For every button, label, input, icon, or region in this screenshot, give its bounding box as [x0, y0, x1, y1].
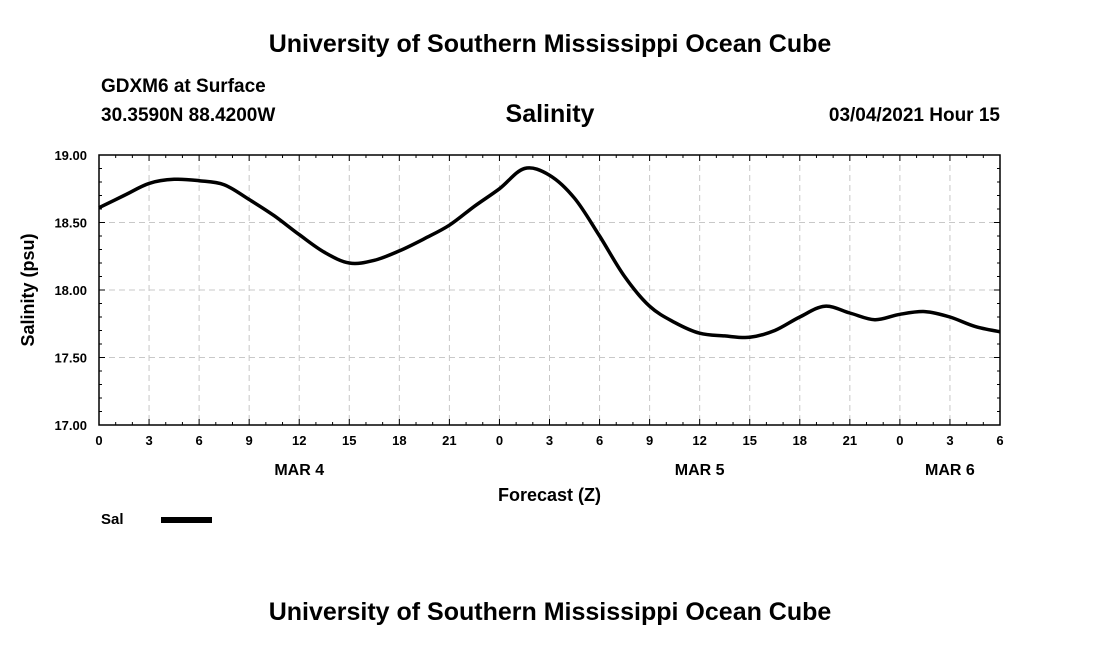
x-tick-label: 21	[843, 433, 857, 448]
forecast-datetime: 03/04/2021 Hour 15	[828, 105, 1000, 126]
legend: Sal	[101, 511, 212, 528]
x-tick-label: 3	[946, 433, 953, 448]
y-axis-title: Salinity (psu)	[18, 233, 38, 346]
coordinates-label: 30.3590N 88.4200W	[101, 105, 276, 126]
y-tick-label: 17.00	[54, 418, 87, 433]
x-tick-label: 6	[996, 433, 1003, 448]
date-label: MAR 6	[925, 462, 975, 479]
x-tick-label: 12	[292, 433, 306, 448]
series-line-sal	[98, 166, 1001, 340]
x-tick-label: 0	[896, 433, 903, 448]
y-tick-label: 17.50	[54, 351, 87, 366]
x-tick-label: 21	[442, 433, 456, 448]
chart-title: Salinity	[505, 100, 595, 128]
y-tick-label: 18.00	[54, 283, 87, 298]
x-tick-label: 0	[95, 433, 102, 448]
x-tick-label: 15	[742, 433, 756, 448]
x-tick-label: 6	[596, 433, 603, 448]
x-tick-label: 9	[246, 433, 253, 448]
y-tick-label: 18.50	[54, 216, 87, 231]
gridlines	[99, 155, 1000, 425]
x-tick-label: 15	[342, 433, 356, 448]
x-axis-title: Forecast (Z)	[498, 485, 601, 505]
date-label: MAR 5	[675, 462, 725, 479]
axis-ticks	[98, 154, 1001, 426]
legend-label: Sal	[101, 511, 124, 528]
x-tick-label: 6	[195, 433, 202, 448]
axis-labels: 0 3 6 9 12 15 18 21 0 3 6 9 12 15 18 21 0 3 6 17.00 17.50 18.…	[18, 148, 1004, 505]
x-tick-label: 18	[793, 433, 807, 448]
station-label: GDXM6 at Surface	[101, 76, 266, 97]
top-title: University of Southern Mississippi Ocean…	[268, 30, 832, 58]
x-tick-label: 9	[646, 433, 653, 448]
bottom-title: University of Southern Mississippi Ocean…	[268, 598, 832, 626]
x-tick-label: 3	[546, 433, 553, 448]
x-tick-label: 12	[692, 433, 706, 448]
x-tick-label: 0	[496, 433, 503, 448]
date-label: MAR 4	[274, 462, 324, 479]
x-tick-label: 3	[145, 433, 152, 448]
y-tick-label: 19.00	[54, 148, 87, 163]
x-tick-label: 18	[392, 433, 406, 448]
series-layer	[98, 166, 1001, 340]
